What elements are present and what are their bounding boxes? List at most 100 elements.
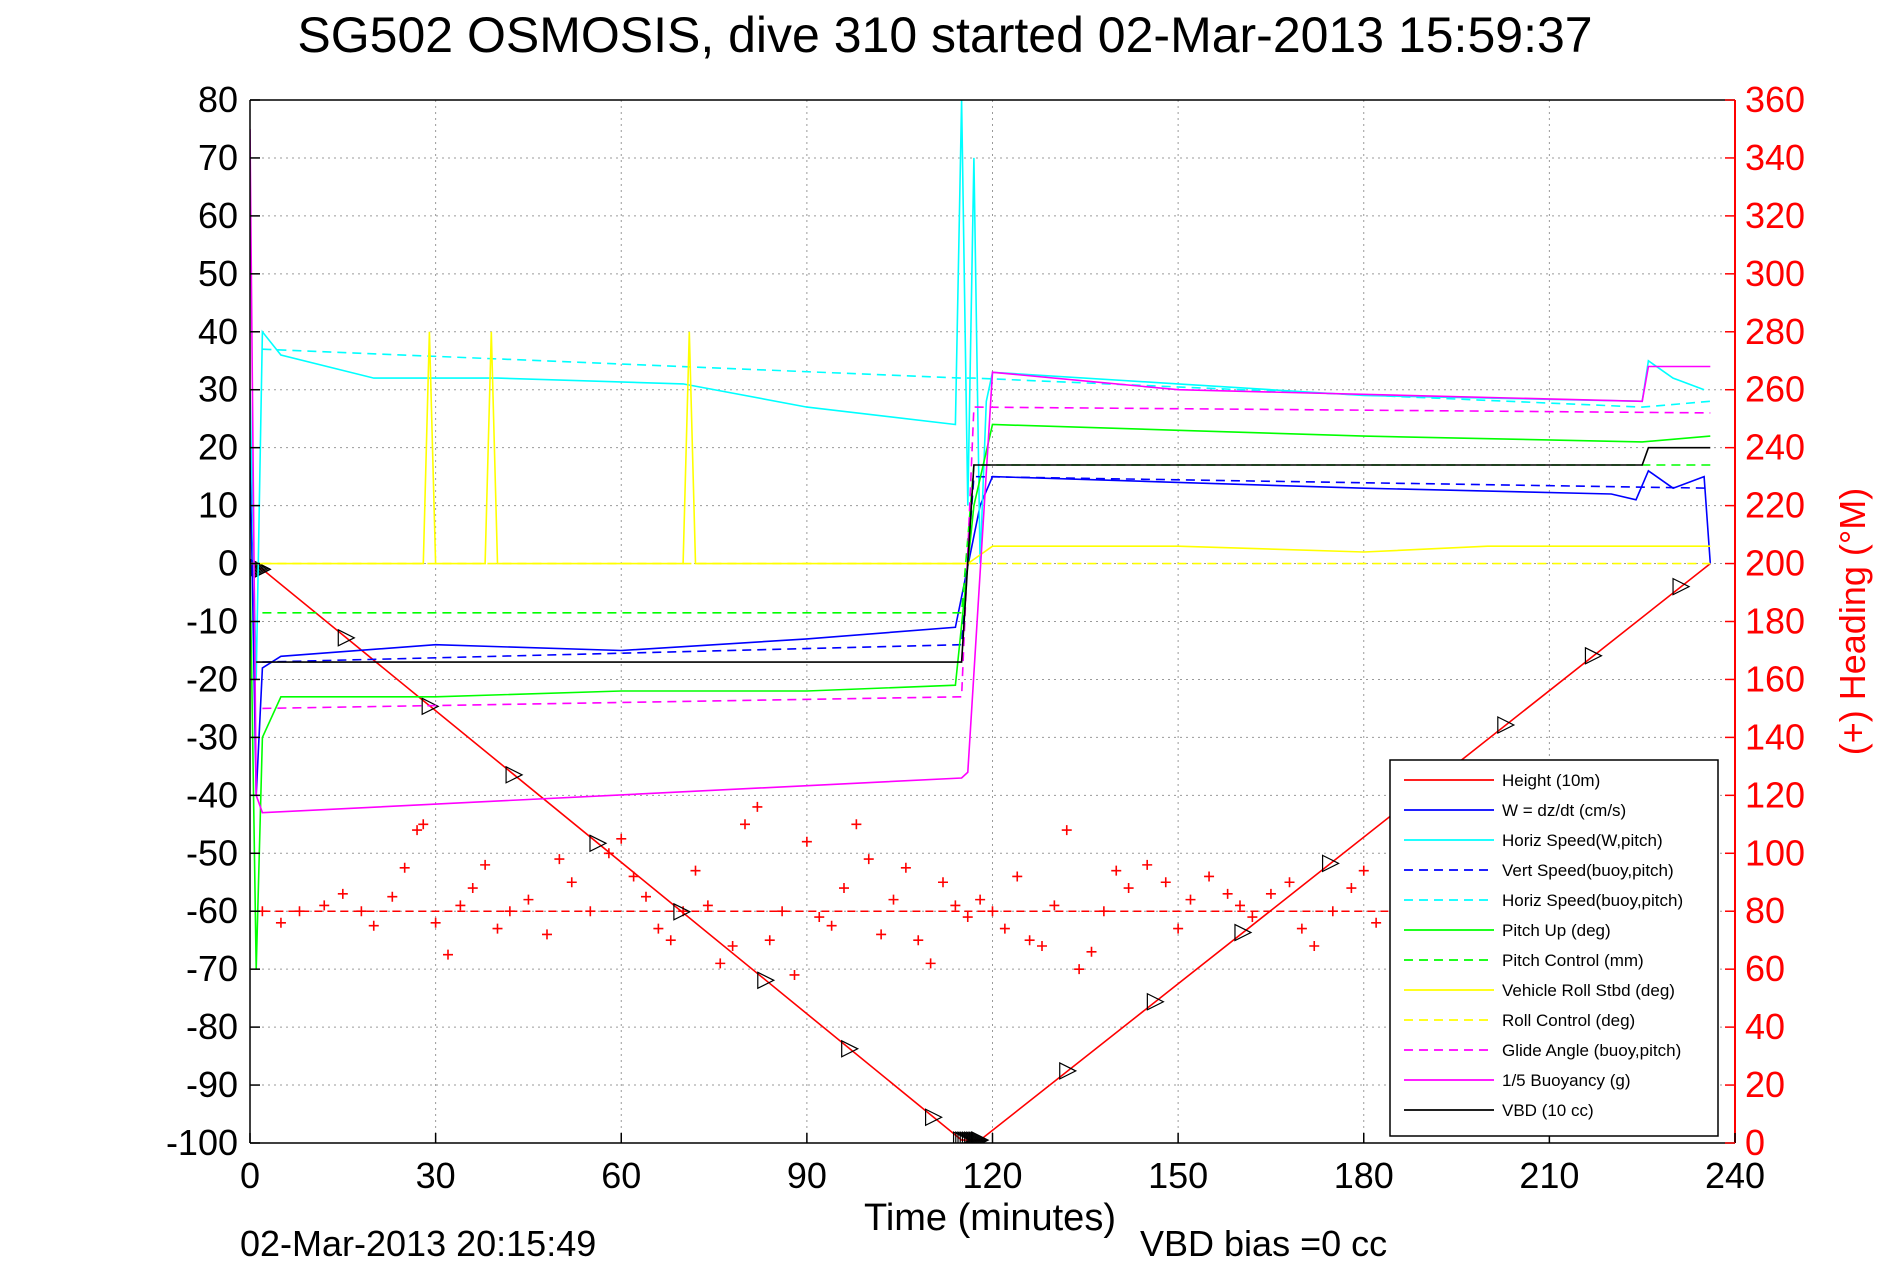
heading-marker bbox=[1346, 883, 1357, 894]
series-line bbox=[250, 128, 1711, 814]
heading-marker bbox=[690, 865, 701, 876]
x-axis-label: Time (minutes) bbox=[864, 1197, 1116, 1239]
y-tick-label-right: 300 bbox=[1745, 253, 1805, 294]
y-tick-label-left: -20 bbox=[186, 658, 238, 699]
legend: Height (10m) W = dz/dt (cm/s) Horiz Speed(… bbox=[1389, 759, 1719, 1137]
heading-marker bbox=[399, 862, 410, 873]
y-tick-label-right: 280 bbox=[1745, 311, 1805, 352]
heading-marker bbox=[1012, 871, 1023, 882]
y-tick-label-left: -90 bbox=[186, 1064, 238, 1105]
y-tick-label-right: 160 bbox=[1745, 658, 1805, 699]
y-tick-label-right: 100 bbox=[1745, 832, 1805, 873]
y-tick-label-right: 120 bbox=[1745, 774, 1805, 815]
x-tick-label: 180 bbox=[1334, 1155, 1394, 1196]
heading-marker bbox=[727, 940, 738, 951]
heading-marker bbox=[777, 906, 788, 917]
height-sample-marker bbox=[924, 1108, 943, 1127]
heading-marker bbox=[554, 854, 565, 865]
height-sample-marker bbox=[1146, 992, 1165, 1011]
y-tick-label-right: 20 bbox=[1745, 1064, 1785, 1105]
heading-marker bbox=[826, 920, 837, 931]
series-line bbox=[250, 447, 1712, 796]
height-sample-marker bbox=[757, 971, 776, 990]
height-sample-marker bbox=[971, 1131, 990, 1143]
legend-label: Vert Speed(buoy,pitch) bbox=[1502, 861, 1674, 880]
legend-label: 1/5 Buoyancy (g) bbox=[1502, 1071, 1631, 1090]
height-sample-marker bbox=[1321, 854, 1340, 873]
heading-marker bbox=[368, 920, 379, 931]
height-sample-marker bbox=[337, 628, 356, 647]
height-sample-marker bbox=[1672, 577, 1691, 596]
y-tick-label-left: -40 bbox=[186, 774, 238, 815]
heading-marker bbox=[715, 958, 726, 969]
heading-marker bbox=[523, 894, 534, 905]
height-sample-marker bbox=[1497, 716, 1516, 734]
heading-marker bbox=[1327, 906, 1338, 917]
y-tick-label-left: 50 bbox=[198, 253, 238, 294]
legend-label: Pitch Control (mm) bbox=[1502, 951, 1644, 970]
y-tick-label-right: 260 bbox=[1745, 369, 1805, 410]
height-sample-marker bbox=[968, 1131, 987, 1143]
heading-marker bbox=[1142, 859, 1153, 870]
heading-marker bbox=[1074, 964, 1085, 975]
height-sample-marker bbox=[952, 1131, 971, 1143]
heading-marker bbox=[603, 848, 614, 859]
heading-marker bbox=[999, 923, 1010, 934]
heading-marker bbox=[789, 969, 800, 980]
heading-marker bbox=[616, 833, 627, 844]
series-5 bbox=[250, 423, 1711, 970]
y-tick-label-right: 140 bbox=[1745, 716, 1805, 757]
series-11 bbox=[256, 446, 1711, 663]
y-tick-label-right: 240 bbox=[1745, 427, 1805, 468]
heading-marker bbox=[1111, 865, 1122, 876]
y-ticks-left: 80 70 60 50 40 30 20 10 0 -10 -20 -30 -40 -50 -60 -70 -8… bbox=[166, 79, 260, 1163]
y-tick-label-left: 60 bbox=[198, 195, 238, 236]
y-tick-label-right: 40 bbox=[1745, 1006, 1785, 1047]
heading-marker bbox=[801, 836, 812, 847]
heading-marker bbox=[1371, 917, 1382, 928]
x-tick-label: 240 bbox=[1705, 1155, 1765, 1196]
heading-marker bbox=[1265, 888, 1276, 899]
series-1 bbox=[250, 447, 1712, 796]
heading-marker bbox=[702, 900, 713, 911]
x-ticks: 0 30 60 90 120 150 180 210 240 bbox=[240, 1133, 1765, 1196]
heading-marker bbox=[1235, 900, 1245, 911]
x-tick-label: 60 bbox=[601, 1155, 641, 1196]
series-layer bbox=[250, 100, 1712, 1143]
heading-marker bbox=[1049, 900, 1060, 911]
heading-marker bbox=[1204, 871, 1215, 882]
y-tick-label-left: -30 bbox=[186, 716, 238, 757]
heading-marker bbox=[492, 923, 503, 934]
heading-marker bbox=[814, 912, 825, 923]
height-sample-marker bbox=[955, 1131, 974, 1143]
heading-marker bbox=[851, 819, 862, 830]
heading-marker bbox=[1123, 883, 1134, 894]
heading-marker bbox=[975, 894, 986, 905]
heading-marker bbox=[1296, 923, 1307, 934]
heading-marker bbox=[566, 877, 577, 888]
heading-marker bbox=[1024, 935, 1035, 946]
height-sample-marker bbox=[505, 765, 524, 784]
footer-vbd-bias: VBD bias =0 cc bbox=[1140, 1223, 1387, 1262]
heading-marker bbox=[962, 912, 973, 923]
heading-marker bbox=[275, 917, 286, 928]
heading-marker bbox=[504, 906, 515, 917]
y-tick-label-left: 80 bbox=[198, 79, 238, 120]
y-tick-label-left: -10 bbox=[186, 601, 238, 642]
height-sample-marker bbox=[1234, 923, 1253, 942]
legend-label: VBD (10 cc) bbox=[1502, 1101, 1594, 1120]
heading-marker bbox=[412, 825, 423, 836]
heading-marker bbox=[585, 906, 596, 917]
heading-marker bbox=[641, 891, 651, 902]
y-tick-label-left: -80 bbox=[186, 1006, 238, 1047]
x-tick-label: 90 bbox=[787, 1155, 827, 1196]
y-tick-label-right: 360 bbox=[1745, 79, 1805, 120]
x-tick-label: 30 bbox=[416, 1155, 456, 1196]
height-sample-marker bbox=[959, 1131, 978, 1143]
series-line bbox=[250, 423, 1711, 970]
height-sample-marker bbox=[841, 1039, 860, 1058]
legend-label: Horiz Speed(W,pitch) bbox=[1502, 831, 1663, 850]
heading-marker bbox=[1247, 912, 1258, 923]
heading-marker bbox=[1037, 940, 1047, 951]
